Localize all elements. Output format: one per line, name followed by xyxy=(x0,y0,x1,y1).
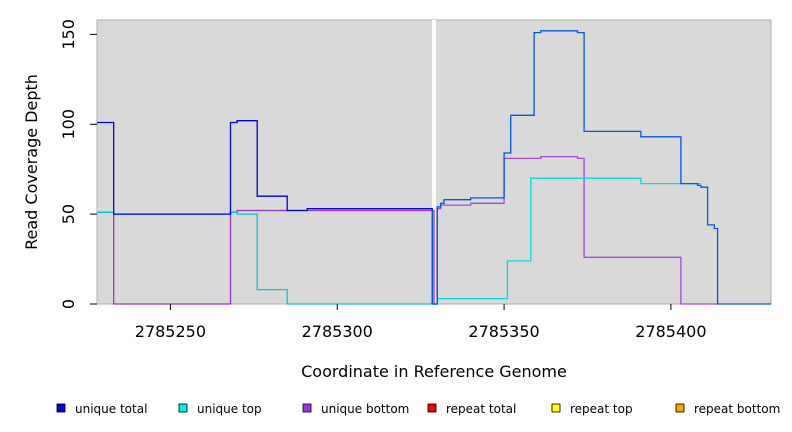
y-axis: 0 50 100 150 xyxy=(59,19,97,309)
legend-swatch-repeat-top xyxy=(551,403,561,413)
y-axis-title: Read Coverage Depth xyxy=(22,74,41,250)
legend-label-unique-total: unique total xyxy=(75,402,147,416)
x-tick-label: 2785300 xyxy=(302,322,373,341)
y-tick-label: 100 xyxy=(59,109,78,140)
x-tick-label: 2785400 xyxy=(635,322,706,341)
x-axis-title: Coordinate in Reference Genome xyxy=(301,362,567,381)
x-axis: 2785250 2785300 2785350 2785400 xyxy=(135,304,707,341)
series-line-unique-total-right xyxy=(431,30,771,305)
y-tick-label: 50 xyxy=(59,204,78,224)
legend-swatch-unique-top xyxy=(178,403,188,413)
series-layer xyxy=(97,30,771,305)
x-tick-label: 2785250 xyxy=(135,322,206,341)
legend-swatch-unique-bottom xyxy=(302,403,312,413)
series-line-unique-total-left xyxy=(97,120,433,304)
legend-swatch-repeat-bottom xyxy=(675,403,685,413)
legend-swatch-repeat-total xyxy=(427,403,437,413)
legend-label-repeat-total: repeat total xyxy=(446,402,516,416)
x-tick-label: 2785350 xyxy=(468,322,539,341)
y-tick-label: 150 xyxy=(59,19,78,50)
legend-label-unique-top: unique top xyxy=(197,402,262,416)
legend: unique total unique top unique bottom repea… xyxy=(56,402,780,416)
legend-swatch-unique-total xyxy=(56,403,66,413)
legend-label-unique-bottom: unique bottom xyxy=(321,402,409,416)
legend-label-repeat-bottom: repeat bottom xyxy=(694,402,780,416)
legend-label-repeat-top: repeat top xyxy=(570,402,633,416)
y-tick-label: 0 xyxy=(59,299,78,309)
